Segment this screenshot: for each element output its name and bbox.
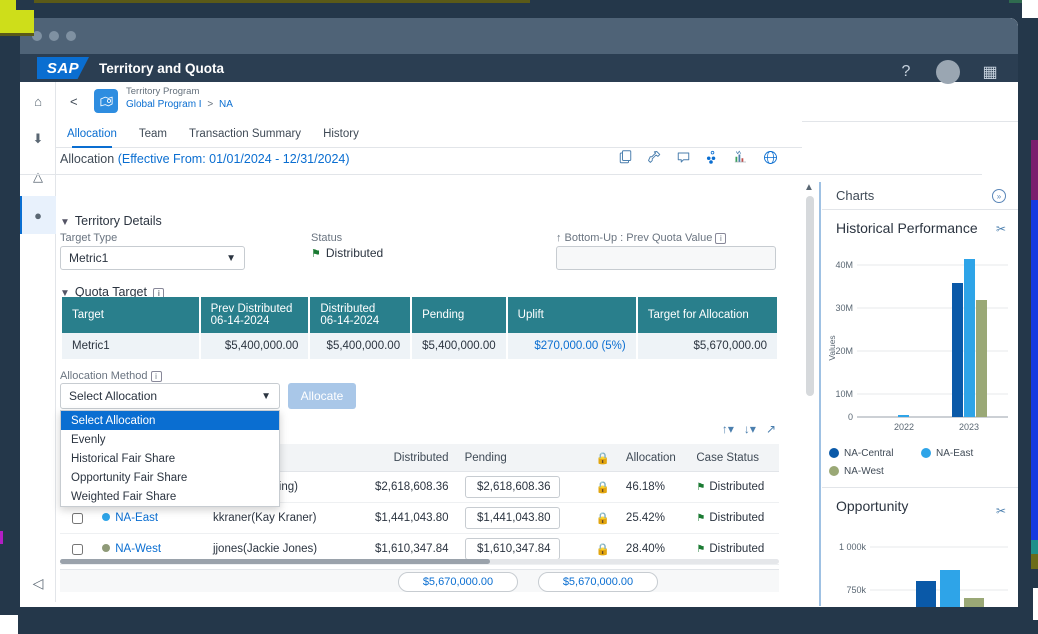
svg-text:750k: 750k — [846, 585, 866, 595]
svg-text:20M: 20M — [835, 346, 853, 356]
svg-text:Values: Values — [827, 335, 837, 360]
svg-text:2023: 2023 — [959, 422, 979, 432]
svg-text:30M: 30M — [835, 303, 853, 313]
svg-text:NA-Central: NA-Central — [844, 448, 893, 459]
svg-text:NA-East: NA-East — [936, 448, 973, 459]
svg-text:40M: 40M — [835, 260, 853, 270]
svg-text:0: 0 — [848, 412, 853, 422]
svg-text:10M: 10M — [835, 389, 853, 399]
svg-text:1 000k: 1 000k — [839, 542, 867, 552]
svg-text:NA-West: NA-West — [844, 466, 884, 477]
svg-text:2022: 2022 — [894, 422, 914, 432]
